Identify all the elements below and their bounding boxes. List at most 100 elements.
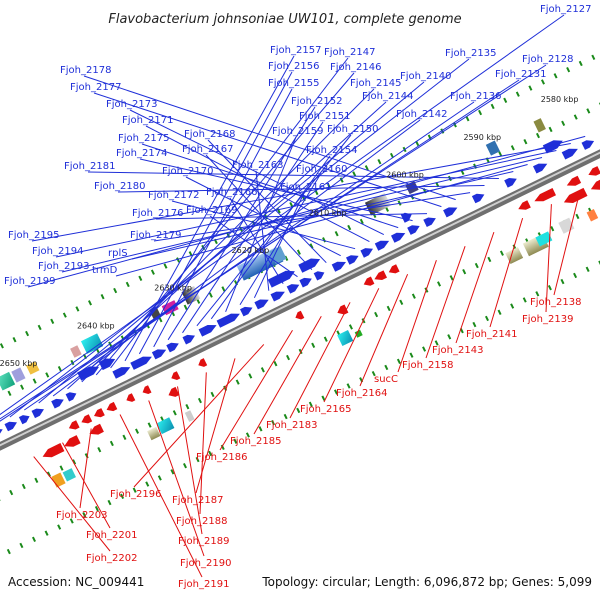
gene-label-forward: Fjoh_2161 bbox=[280, 182, 331, 193]
scale-tick-row-2 bbox=[45, 372, 50, 378]
forward-gene-arrow-30 bbox=[504, 178, 517, 188]
scale-tick-row-2 bbox=[498, 151, 503, 157]
gene-leader-forward bbox=[129, 109, 385, 236]
map-title: Flavobacterium johnsoniae UW101, complet… bbox=[108, 12, 461, 27]
scale-tick-row-2 bbox=[548, 126, 553, 133]
gene-leader-forward bbox=[87, 171, 499, 179]
annotation-block-15 bbox=[533, 118, 546, 133]
gene-label-forward: Fjoh_2179 bbox=[130, 230, 181, 241]
gene-label-reverse: Fjoh_2164 bbox=[336, 388, 387, 399]
gene-label-forward: Fjoh_2151 bbox=[299, 111, 350, 122]
gene-leader-forward bbox=[38, 81, 425, 404]
gene-label-reverse: Fjoh_2203 bbox=[56, 510, 107, 521]
annotation-block-3 bbox=[11, 367, 26, 383]
gene-label-reverse: Fjoh_2143 bbox=[432, 345, 483, 356]
gene-leader-reverse bbox=[199, 372, 207, 515]
gene-label-forward: Fjoh_2177 bbox=[70, 82, 121, 93]
annotation-block-12 bbox=[364, 193, 391, 216]
scale-tick-row-3 bbox=[286, 354, 291, 361]
gene-leader-forward bbox=[145, 125, 370, 243]
scale-tick-row-1 bbox=[25, 330, 30, 337]
genome-backbone-highlight bbox=[0, 151, 600, 447]
gene-label-forward: Fjoh_2136 bbox=[450, 91, 501, 102]
gene-leader-reverse bbox=[289, 302, 351, 419]
scale-tick-row-1 bbox=[289, 201, 294, 208]
gene-label-reverse: Fjoh_2191 bbox=[178, 579, 229, 590]
annotation-block-16 bbox=[51, 472, 66, 488]
gene-label-forward: Fjoh_2142 bbox=[396, 109, 447, 120]
scale-tick-row-1 bbox=[113, 287, 118, 294]
gene-label-reverse: Fjoh_2201 bbox=[86, 530, 137, 541]
gene-label-forward: Fjoh_2178 bbox=[60, 65, 111, 76]
scale-tick-row-1 bbox=[591, 54, 596, 61]
scale-tick-row-3 bbox=[260, 367, 265, 373]
forward-gene-arrow-13 bbox=[198, 325, 217, 337]
gene-leader-forward bbox=[196, 134, 352, 327]
gene-leader-forward bbox=[95, 72, 355, 376]
scale-tick-row-3 bbox=[386, 305, 391, 312]
scale-tick-row-2 bbox=[573, 114, 578, 120]
scale-tick-row-2 bbox=[7, 390, 12, 396]
scale-tick-row-3 bbox=[462, 268, 467, 275]
forward-gene-arrow-19 bbox=[299, 277, 312, 288]
scale-tick-row-4 bbox=[233, 438, 238, 444]
scale-tick-row-4 bbox=[308, 401, 313, 407]
gene-leader-forward bbox=[83, 75, 456, 201]
reverse-gene-arrow-7 bbox=[171, 371, 181, 380]
scale-tick-row-2 bbox=[284, 255, 289, 261]
gene-label-forward: Fjoh_2169 bbox=[186, 205, 237, 216]
scale-tick-row-2 bbox=[586, 108, 591, 114]
scale-tick-row-1 bbox=[352, 171, 357, 177]
scale-label: 2610 kbp bbox=[309, 208, 347, 217]
scale-tick-row-3 bbox=[575, 213, 580, 220]
scale-tick-row-4 bbox=[132, 487, 137, 493]
annotation-block-20 bbox=[184, 410, 195, 422]
annotation-block-17 bbox=[62, 468, 76, 482]
forward-gene-arrow-11 bbox=[166, 342, 179, 353]
scale-tick-row-1 bbox=[339, 177, 344, 183]
scale-tick-row-3 bbox=[311, 342, 316, 348]
reverse-gene-arrow-12 bbox=[388, 264, 400, 274]
scale-tick-row-4 bbox=[573, 272, 578, 279]
scale-tick-row-1 bbox=[176, 257, 181, 263]
reverse-gene-arrow-lower-2 bbox=[64, 435, 81, 447]
gene-leader-reverse bbox=[553, 189, 581, 296]
scale-tick-row-4 bbox=[422, 346, 427, 352]
gene-leader-reverse bbox=[33, 456, 111, 552]
scale-label: 2580 kbp bbox=[541, 95, 579, 104]
gene-label-reverse: Fjoh_2185 bbox=[230, 436, 281, 447]
reverse-gene-arrow-10 bbox=[363, 276, 375, 286]
scale-tick-row-3 bbox=[348, 324, 353, 330]
gene-leader-forward bbox=[255, 170, 270, 291]
scale-tick-row-1 bbox=[62, 312, 67, 318]
scale-tick-row-4 bbox=[258, 426, 263, 432]
scale-tick-row-1 bbox=[50, 318, 55, 324]
forward-gene-arrow-22 bbox=[346, 255, 359, 265]
reverse-gene-arrow-9 bbox=[295, 310, 305, 320]
reverse-gene-arrow-11 bbox=[374, 270, 387, 280]
forward-gene-arrow-15 bbox=[240, 306, 253, 317]
gene-label-forward: Fjoh_2199 bbox=[4, 276, 55, 287]
gene-label-forward: Fjoh_2144 bbox=[362, 91, 413, 102]
gene-label-forward: rplS bbox=[108, 248, 128, 259]
scale-tick-row-4 bbox=[195, 456, 200, 463]
reverse-gene-arrow-15 bbox=[566, 175, 582, 186]
gene-label-forward: Fjoh_2159 bbox=[272, 126, 323, 137]
scale-tick-row-3 bbox=[437, 281, 442, 287]
scale-tick-row-3 bbox=[59, 465, 64, 471]
forward-gene-arrow-24 bbox=[374, 240, 390, 251]
scale-tick-row-4 bbox=[107, 499, 112, 506]
gene-leader-forward bbox=[61, 157, 543, 273]
scale-tick-row-2 bbox=[20, 384, 25, 390]
gene-leader-reverse bbox=[79, 428, 92, 509]
scale-tick-row-3 bbox=[550, 226, 555, 232]
scale-tick-row-3 bbox=[172, 410, 177, 416]
scale-tick-row-4 bbox=[472, 321, 477, 328]
gene-label-forward: Fjoh_2166 bbox=[206, 187, 257, 198]
gene-leader-reverse bbox=[359, 274, 409, 387]
scale-tick-row-4 bbox=[31, 536, 36, 543]
scale-tick-row-4 bbox=[497, 309, 502, 315]
annotation-block-5 bbox=[70, 345, 82, 358]
scale-tick-row-4 bbox=[145, 481, 150, 487]
forward-gene-arrow-31 bbox=[533, 163, 548, 174]
